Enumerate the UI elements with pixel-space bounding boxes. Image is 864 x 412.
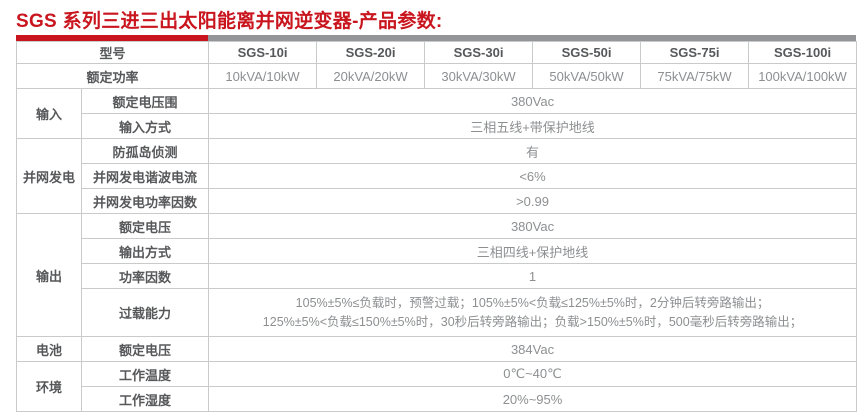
spec-table-section: 型号 SGS-10i SGS-20i SGS-30i SGS-50i SGS-7…: [15, 35, 858, 412]
table-row-battery-voltage: 电池 额定电压 384Vac: [16, 336, 858, 362]
power-value-cell: 20kVA/20kW: [316, 63, 426, 89]
param-label-cell: 额定电压: [80, 336, 210, 362]
model-header-cell: SGS-75i: [640, 41, 750, 64]
param-label-cell: 工作湿度: [80, 386, 210, 412]
power-value-cell: 50kVA/50kW: [532, 63, 642, 89]
param-value-cell: 20%~95%: [208, 386, 858, 412]
param-label-cell: 并网发电功率因数: [80, 188, 210, 214]
overload-line-2: 125%±5%<负载≤150%±5%时，30秒后转旁路输出；负载>150%±5%…: [262, 314, 803, 329]
table-row-rated-power: 额定功率 10kVA/10kW 20kVA/20kW 30kVA/30kW 50…: [15, 63, 858, 89]
param-value-cell: 380Vac: [208, 213, 858, 239]
table-row-anti-islanding: 并网发电 防孤岛侦测 有: [16, 138, 858, 214]
power-value-cell: 30kVA/30kW: [424, 63, 534, 89]
param-value-cell: <6%: [208, 163, 858, 189]
param-label-cell: 额定电压: [80, 213, 210, 239]
group-cell-output: 输出: [16, 213, 82, 337]
power-value-cell: 100kVA/100kW: [748, 63, 858, 89]
param-label-cell: 功率因数: [80, 263, 210, 289]
model-header-cell: SGS-30i: [424, 41, 534, 64]
top-accent-bar: [16, 35, 856, 41]
table-row-input-voltage: 输入 额定电压围 380Vac: [16, 88, 858, 139]
model-header-cell: SGS-10i: [208, 41, 318, 64]
param-label-cell: 并网发电谐波电流: [80, 163, 210, 189]
table-row-model: 型号 SGS-10i SGS-20i SGS-30i SGS-50i SGS-7…: [15, 41, 858, 64]
group-cell-grid-gen: 并网发电: [16, 138, 82, 214]
param-label-cell: 输出方式: [80, 238, 210, 264]
power-value-cell: 10kVA/10kW: [208, 63, 318, 89]
param-label-cell: 输入方式: [80, 113, 210, 139]
group-cell-input: 输入: [16, 88, 82, 139]
page-title: SGS 系列三进三出太阳能离并网逆变器-产品参数:: [16, 11, 443, 32]
power-row-label: 额定功率: [15, 63, 210, 89]
table-row-power-factor-grid: 并网发电功率因数 >0.99: [17, 188, 858, 214]
table-row-overload: 过载能力 105%±5%≤负载时，预警过载；105%±5%<负载≤125%±5%…: [17, 288, 858, 337]
model-row-label: 型号: [15, 41, 210, 64]
model-header-cell: SGS-20i: [316, 41, 426, 64]
overload-line-1: 105%±5%≤负载时，预警过载；105%±5%<负载≤125%±5%时，2分钟…: [295, 295, 770, 310]
table-row-working-humidity: 工作湿度 20%~95%: [17, 386, 858, 412]
table-row-output-mode: 输出方式 三相四线+保护地线: [17, 238, 858, 264]
table-row-input-mode: 输入方式 三相五线+带保护地线: [17, 113, 858, 139]
table-row-power-factor-output: 功率因数 1: [17, 263, 858, 289]
param-label-cell: 额定电压围: [80, 88, 210, 114]
model-header-cell: SGS-100i: [748, 41, 858, 64]
table-row-output-voltage: 输出 额定电压 380Vac: [16, 213, 858, 337]
param-value-cell: 0℃~40℃: [208, 361, 858, 387]
param-value-cell: 380Vac: [208, 88, 858, 114]
param-value-cell: 三相四线+保护地线: [208, 238, 858, 264]
param-label-cell: 工作温度: [80, 361, 210, 387]
param-label-cell: 防孤岛侦测: [80, 138, 210, 164]
param-value-cell: 384Vac: [208, 336, 858, 362]
param-value-cell: 三相五线+带保护地线: [208, 113, 858, 139]
group-cell-battery: 电池: [16, 336, 82, 362]
param-label-cell: 过载能力: [80, 288, 210, 337]
param-value-cell: >0.99: [208, 188, 858, 214]
model-header-cell: SGS-50i: [532, 41, 642, 64]
top-accent-bar-red: [16, 35, 208, 41]
power-value-cell: 75kVA/75kW: [640, 63, 750, 89]
spec-table: 型号 SGS-10i SGS-20i SGS-30i SGS-50i SGS-7…: [15, 41, 858, 412]
param-value-cell: 1: [208, 263, 858, 289]
param-value-cell-overload: 105%±5%≤负载时，预警过载；105%±5%<负载≤125%±5%时，2分钟…: [208, 288, 858, 337]
table-row-harmonic-current: 并网发电谐波电流 <6%: [17, 163, 858, 189]
table-row-working-temp: 环境 工作温度 0℃~40℃: [16, 361, 858, 412]
param-value-cell: 有: [208, 138, 858, 164]
group-cell-environment: 环境: [16, 361, 82, 412]
top-accent-bar-gray: [208, 35, 856, 41]
